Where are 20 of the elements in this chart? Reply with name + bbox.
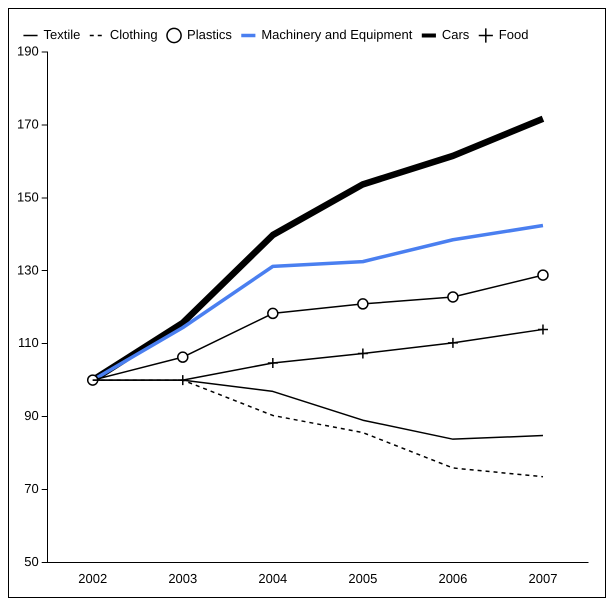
y-tick-label: 90 <box>24 408 39 424</box>
y-tick-label: 170 <box>16 116 39 132</box>
x-tick-label: 2003 <box>168 570 198 586</box>
legend-label: Cars <box>442 27 470 42</box>
legend-label: Plastics <box>187 27 232 42</box>
x-tick-label: 2002 <box>78 570 108 586</box>
y-tick-label: 190 <box>16 44 39 59</box>
x-tick-label: 2006 <box>438 570 468 586</box>
y-tick-label: 70 <box>24 481 39 496</box>
x-tick-label: 2004 <box>258 570 288 586</box>
x-tick-label: 2005 <box>348 570 378 586</box>
legend-label: Clothing <box>110 27 158 42</box>
y-tick-label: 150 <box>16 189 39 204</box>
legend-label: Food <box>498 27 528 42</box>
legend-label: Textile <box>44 27 80 42</box>
x-tick-label: 2007 <box>528 570 558 586</box>
legend-label: Machinery and Equipment <box>261 27 413 42</box>
y-tick-label: 50 <box>24 554 39 569</box>
y-tick-label: 110 <box>18 335 39 350</box>
y-tick-label: 130 <box>16 262 39 278</box>
